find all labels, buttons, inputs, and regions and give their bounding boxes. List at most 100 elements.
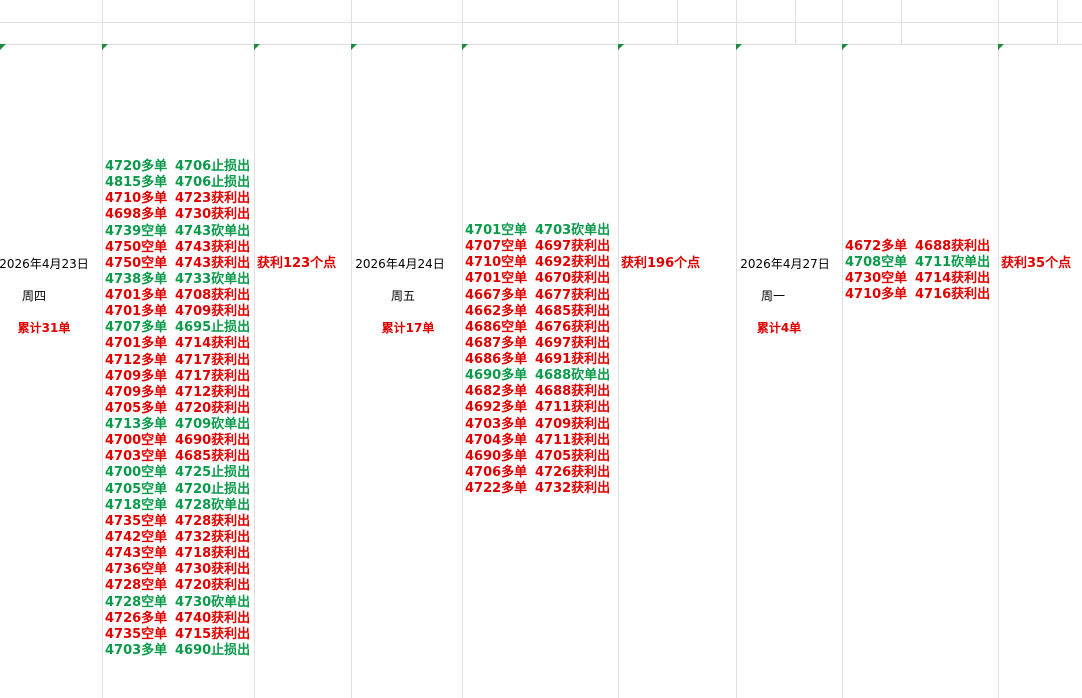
trade-exit: 4714获利出	[915, 271, 991, 287]
trade-exit: 4733砍单出	[175, 271, 251, 287]
trade-entry: 4815多单	[105, 175, 168, 191]
trade-entry: 4710多单	[845, 287, 908, 303]
trade-entry: 4672多单	[845, 239, 908, 254]
cell-marker	[462, 44, 468, 50]
weekday: 周四	[21, 289, 47, 303]
trade-exit: 4720获利出	[175, 578, 251, 594]
weekday: 周五	[390, 289, 416, 303]
trade-entry: 4700空单	[105, 433, 168, 449]
trade-entry: 4687多单	[465, 335, 528, 351]
trade-exit: 4697获利出	[535, 335, 611, 351]
trade-entry: 4692多单	[465, 400, 528, 416]
trade-exit: 4709获利出	[535, 416, 611, 432]
trade-entry: 4703多单	[465, 416, 528, 432]
trade-entry: 4713多单	[105, 417, 168, 433]
trade-entry: 4667多单	[465, 287, 528, 303]
trade-exit: 4708获利出	[175, 288, 251, 304]
trade-entry: 4707空单	[465, 239, 528, 255]
trade-entry: 4709多单	[105, 384, 168, 400]
trade-entry: 4718空单	[105, 497, 168, 513]
trade-entry: 4728空单	[105, 594, 168, 610]
trade-exit: 4720止损出	[175, 481, 251, 497]
trade-entry: 4701空单	[465, 223, 528, 238]
cell-marker	[254, 44, 260, 50]
trade-entry: 4709多单	[105, 368, 168, 384]
trade-exit: 4706止损出	[175, 159, 251, 174]
trade-exit: 4725止损出	[175, 465, 251, 481]
trade-exit: 4670获利出	[535, 271, 611, 287]
trade-entry: 4704多单	[465, 432, 528, 448]
trade-exit: 4705获利出	[535, 448, 611, 464]
trade-exit: 4706止损出	[175, 175, 251, 191]
trade-entry: 4739空单	[105, 223, 168, 239]
trade-exit: 4703砍单出	[535, 223, 611, 238]
trade-entry: 4735空单	[105, 626, 168, 642]
trade-exit: 4728砍单出	[175, 497, 251, 513]
trade-exit: 4695止损出	[175, 320, 251, 336]
trade-exit: 4691获利出	[535, 352, 611, 368]
date: 2026年4月24日	[355, 257, 445, 271]
trade-entry: 4701多单	[105, 288, 168, 304]
trade-exit: 4677获利出	[535, 287, 611, 303]
trade-entry: 4720多单	[105, 159, 168, 174]
trade-entry: 4708空单	[845, 255, 908, 271]
date: 2026年4月23日	[0, 257, 89, 271]
trade-exit: 4732获利出	[535, 481, 611, 497]
trade-entry: 4728空单	[105, 578, 168, 594]
trade-entry: 4698多单	[105, 207, 168, 223]
trade-exit: 4743砍单出	[175, 223, 251, 239]
trade-exit: 4692获利出	[535, 255, 611, 271]
trade-exit: 4714获利出	[175, 336, 251, 352]
trade-exit: 4732获利出	[175, 529, 251, 545]
trade-entry: 4690多单	[465, 368, 528, 384]
trade-exit: 4712获利出	[175, 384, 251, 400]
trade-entry: 4705多单	[105, 400, 168, 416]
trade-exit: 4716获利出	[915, 287, 991, 303]
trade-exit: 4709获利出	[175, 304, 251, 320]
trade-exit: 4709砍单出	[175, 417, 251, 433]
trade-exit: 4685获利出	[535, 303, 611, 319]
trade-exit: 4688获利出	[535, 384, 611, 400]
trade-exit: 4711砍单出	[915, 255, 991, 271]
trade-entry: 4703空单	[105, 449, 168, 465]
trade-entry: 4735空单	[105, 513, 168, 529]
profit: 获利123个点	[257, 256, 337, 271]
trade-entry: 4701空单	[465, 271, 528, 287]
cell-marker	[998, 44, 1004, 50]
trade-exit: 4718获利出	[175, 546, 251, 562]
column-line	[618, 0, 619, 698]
trade-exit: 4717获利出	[175, 352, 251, 368]
profit: 获利196个点	[621, 256, 701, 271]
total-count: 累计4单	[756, 321, 802, 335]
trade-exit: 4688获利出	[915, 239, 991, 254]
row-line	[0, 44, 1082, 45]
trade-entry: 4712多单	[105, 352, 168, 368]
profit: 获利35个点	[1001, 256, 1072, 271]
weekday: 周一	[760, 289, 786, 303]
trade-exit: 4715获利出	[175, 626, 251, 642]
trade-exit: 4688砍单出	[535, 368, 611, 384]
trade-entry: 4703多单	[105, 642, 168, 658]
column-line	[254, 0, 255, 698]
trade-entry: 4750空单	[105, 255, 168, 271]
trade-entry: 4706多单	[465, 464, 528, 480]
trade-exit: 4740获利出	[175, 610, 251, 626]
trade-exit: 4690止损出	[175, 642, 251, 658]
trade-entry: 4701多单	[105, 336, 168, 352]
trade-exit: 4730砍单出	[175, 594, 251, 610]
trade-exit: 4723获利出	[175, 191, 251, 207]
trade-exit: 4726获利出	[535, 464, 611, 480]
trade-entry: 4686多单	[465, 352, 528, 368]
trade-entry: 4742空单	[105, 529, 168, 545]
column-line	[736, 0, 737, 698]
trade-exit: 4697获利出	[535, 239, 611, 255]
trade-entry: 4662多单	[465, 303, 528, 319]
trade-entry: 4722多单	[465, 481, 528, 497]
trade-entry: 4690多单	[465, 448, 528, 464]
trade-exit: 4711获利出	[535, 400, 611, 416]
cell-marker	[351, 44, 357, 50]
trade-exit: 4685获利出	[175, 449, 251, 465]
trade-entry: 4710空单	[465, 255, 528, 271]
cell-marker	[736, 44, 742, 50]
total-count: 累计17单	[381, 321, 435, 335]
